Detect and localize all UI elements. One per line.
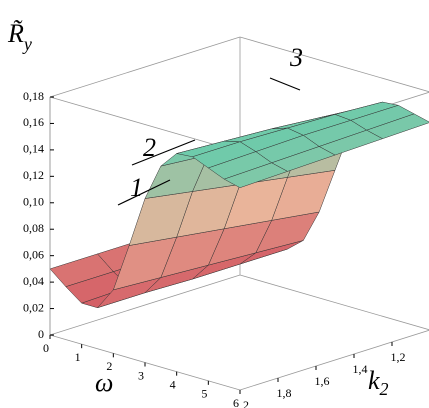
box-edge xyxy=(49,36,241,98)
x-tick-label: 3 xyxy=(138,368,144,382)
z-tick-label: 0 xyxy=(38,327,44,341)
y-tick-label: 1,2 xyxy=(391,350,406,364)
z-tick-label: 0,04 xyxy=(23,274,44,288)
box-edge xyxy=(239,329,429,391)
y-axis-label-main: k xyxy=(368,366,380,395)
y-axis-label-sub: 2 xyxy=(380,379,389,399)
x-axis-label: ω xyxy=(95,368,113,397)
surface-patch xyxy=(223,162,289,188)
y-tick-label: 1,6 xyxy=(315,374,330,388)
z-tick-label: 0,16 xyxy=(23,115,44,129)
annotation-line xyxy=(117,179,171,206)
y-tick-label: 1,8 xyxy=(277,386,292,400)
z-tick-label: 0,06 xyxy=(23,247,44,261)
x-tick-label: 4 xyxy=(170,377,176,391)
z-axis-label-sub: y xyxy=(22,34,32,54)
z-axis-label: R̃y xyxy=(7,19,32,54)
annotation: 2 xyxy=(143,133,156,162)
z-tick-label: 0,18 xyxy=(23,89,44,103)
z-tick-label: 0,02 xyxy=(23,300,44,314)
z-tick-label: 0,14 xyxy=(23,142,44,156)
box-edge xyxy=(239,36,429,93)
z-axis-label-main: R̃ xyxy=(7,19,24,48)
y-axis-label: k2 xyxy=(368,366,389,399)
x-tick-label: 6 xyxy=(233,396,239,408)
x-tick-label: 5 xyxy=(201,387,207,401)
y-tick-label: 1,4 xyxy=(353,362,368,376)
box-edge xyxy=(49,274,241,336)
z-tick-label: 0,10 xyxy=(23,195,44,209)
annotation: 3 xyxy=(289,43,303,72)
annotation-line xyxy=(269,77,301,91)
y-tick-label: 2 xyxy=(243,398,249,408)
annotation: 1 xyxy=(130,173,143,202)
x-tick-label: 2 xyxy=(106,359,112,373)
x-tick-label: 0 xyxy=(43,341,49,355)
x-tick-label: 1 xyxy=(75,350,81,364)
surface xyxy=(49,101,429,309)
annotation-line xyxy=(131,139,196,166)
box-edge xyxy=(49,96,241,153)
z-tick-label: 0,08 xyxy=(23,221,44,235)
box-edge xyxy=(239,274,429,331)
z-tick-label: 0,12 xyxy=(23,168,44,182)
